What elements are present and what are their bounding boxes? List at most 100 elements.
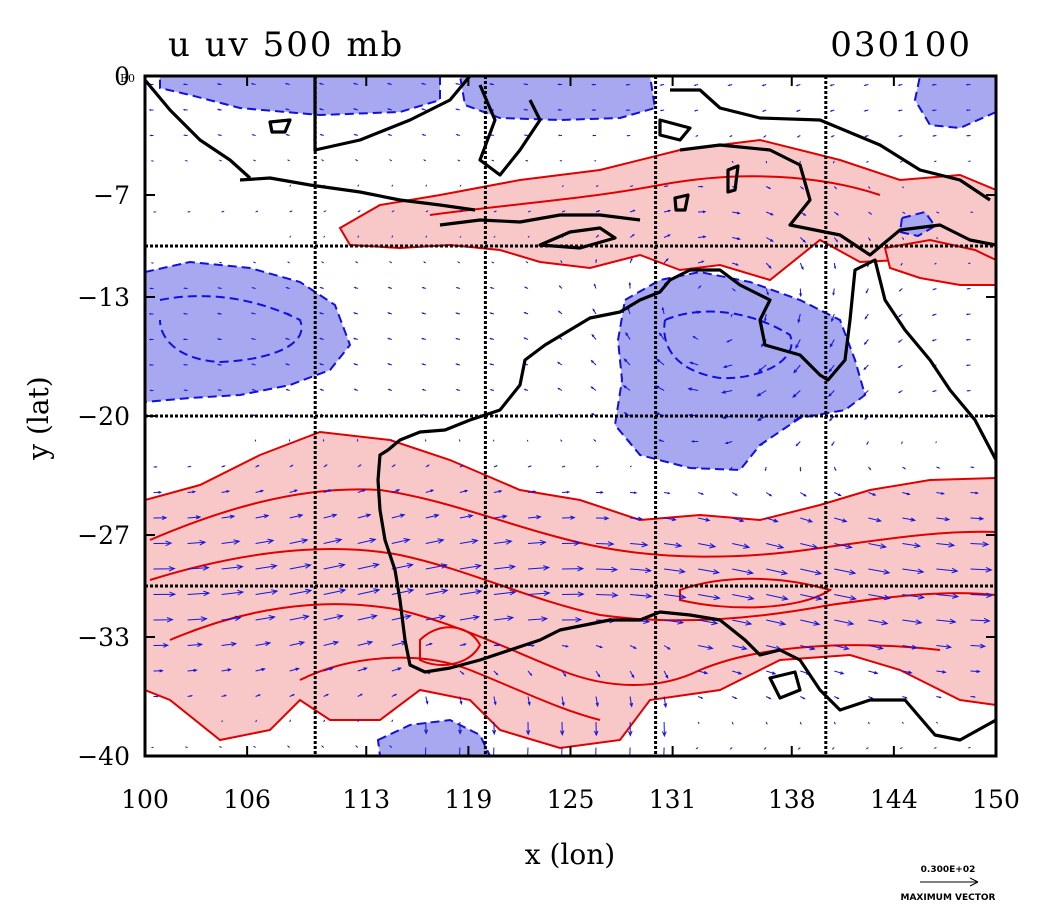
wind-vector	[1001, 84, 1005, 85]
wind-vector	[252, 159, 256, 162]
wind-vector	[629, 257, 633, 264]
wind-vector	[489, 337, 495, 340]
wind-vector	[391, 489, 401, 493]
wind-vector	[561, 670, 567, 677]
wind-vector	[695, 773, 698, 774]
wind-vector	[899, 160, 903, 163]
wind-vector	[319, 388, 324, 391]
wind-vector	[425, 513, 440, 519]
contour-line	[159, 295, 303, 364]
wind-vector	[800, 594, 823, 601]
wind-vector	[285, 133, 290, 136]
wind-vector	[831, 441, 835, 447]
wind-vector	[629, 185, 634, 187]
wind-vector	[663, 747, 665, 756]
wind-vector	[732, 619, 753, 626]
wind-vector	[625, 331, 631, 340]
wind-vector	[595, 645, 604, 649]
wind-vector	[183, 134, 188, 137]
wind-vector	[970, 516, 985, 521]
wind-vector	[902, 517, 917, 522]
wind-vector	[149, 287, 154, 290]
wind-vector	[697, 721, 700, 725]
wind-vector	[1001, 110, 1005, 111]
wind-vector	[966, 389, 971, 392]
wind-vector	[561, 465, 566, 468]
wind-vector	[557, 387, 563, 391]
wind-vector	[897, 84, 903, 86]
wind-vector	[250, 83, 256, 85]
wind-vector	[318, 337, 324, 340]
wind-vector	[221, 564, 244, 570]
wind-vector	[933, 747, 937, 749]
wind-vector	[251, 134, 256, 136]
positive-anomaly-regions	[145, 138, 996, 750]
coastline-sumatra	[145, 78, 252, 180]
wind-vector	[765, 721, 768, 725]
wind-vector	[285, 286, 290, 289]
wind-vector	[902, 466, 907, 470]
wind-vector	[289, 210, 293, 213]
wind-vector	[355, 159, 359, 162]
contour-line	[679, 577, 833, 609]
wind-vector	[868, 594, 892, 601]
wind-vector	[255, 464, 260, 468]
wind-vector	[936, 237, 939, 240]
wind-vector	[595, 465, 600, 468]
wind-vector	[421, 312, 426, 315]
wind-vector	[183, 287, 188, 290]
wind-vector	[391, 464, 396, 468]
wind-vector	[833, 721, 836, 725]
wind-vector	[625, 83, 631, 86]
wind-vector	[698, 568, 721, 575]
wind-vector	[729, 747, 733, 750]
wind-vector	[493, 465, 498, 468]
wind-vector	[697, 285, 702, 289]
wind-vector	[561, 565, 585, 572]
wind-vector	[629, 696, 634, 708]
wind-vector	[970, 211, 974, 213]
wind-vector	[357, 718, 359, 723]
wind-vector	[902, 492, 911, 496]
wind-vector	[900, 773, 903, 774]
wind-vector	[629, 465, 633, 468]
wind-vector	[493, 210, 498, 213]
wind-vector	[489, 287, 495, 289]
wind-vector	[833, 466, 837, 472]
wind-vector	[217, 363, 222, 366]
wind-vector	[289, 489, 299, 493]
x-tick-label: 150	[972, 785, 1020, 814]
wind-vector	[593, 283, 597, 289]
wind-vector	[931, 83, 937, 86]
wind-vector	[459, 489, 469, 493]
wind-vector	[391, 513, 406, 519]
wind-vector	[255, 667, 266, 672]
wind-vector	[182, 83, 188, 86]
wind-vector	[255, 694, 261, 697]
wind-vector	[557, 134, 563, 137]
wind-vector	[897, 364, 903, 369]
wind-vector	[761, 84, 767, 87]
wind-vector	[868, 645, 884, 650]
wind-vector	[766, 619, 787, 626]
wind-vector	[833, 186, 838, 190]
wind-vector	[389, 772, 392, 773]
wind-vector	[251, 287, 256, 289]
wind-vector	[868, 186, 871, 189]
wind-vector	[1005, 516, 1018, 519]
wind-vector	[187, 539, 207, 546]
negative-region-ne	[913, 76, 996, 130]
wind-vector	[459, 643, 467, 646]
wind-vector	[595, 541, 615, 547]
wind-vector	[622, 385, 631, 391]
wind-vector	[489, 312, 495, 315]
wind-vector	[421, 388, 426, 391]
wind-vector	[931, 109, 937, 112]
wind-vector	[319, 133, 324, 136]
wind-vector	[150, 262, 154, 264]
x-tick-label: 144	[870, 785, 918, 814]
wind-vector	[863, 84, 869, 87]
wind-vector	[934, 262, 937, 265]
wind-vector	[834, 492, 842, 497]
wind-vector	[902, 670, 913, 674]
